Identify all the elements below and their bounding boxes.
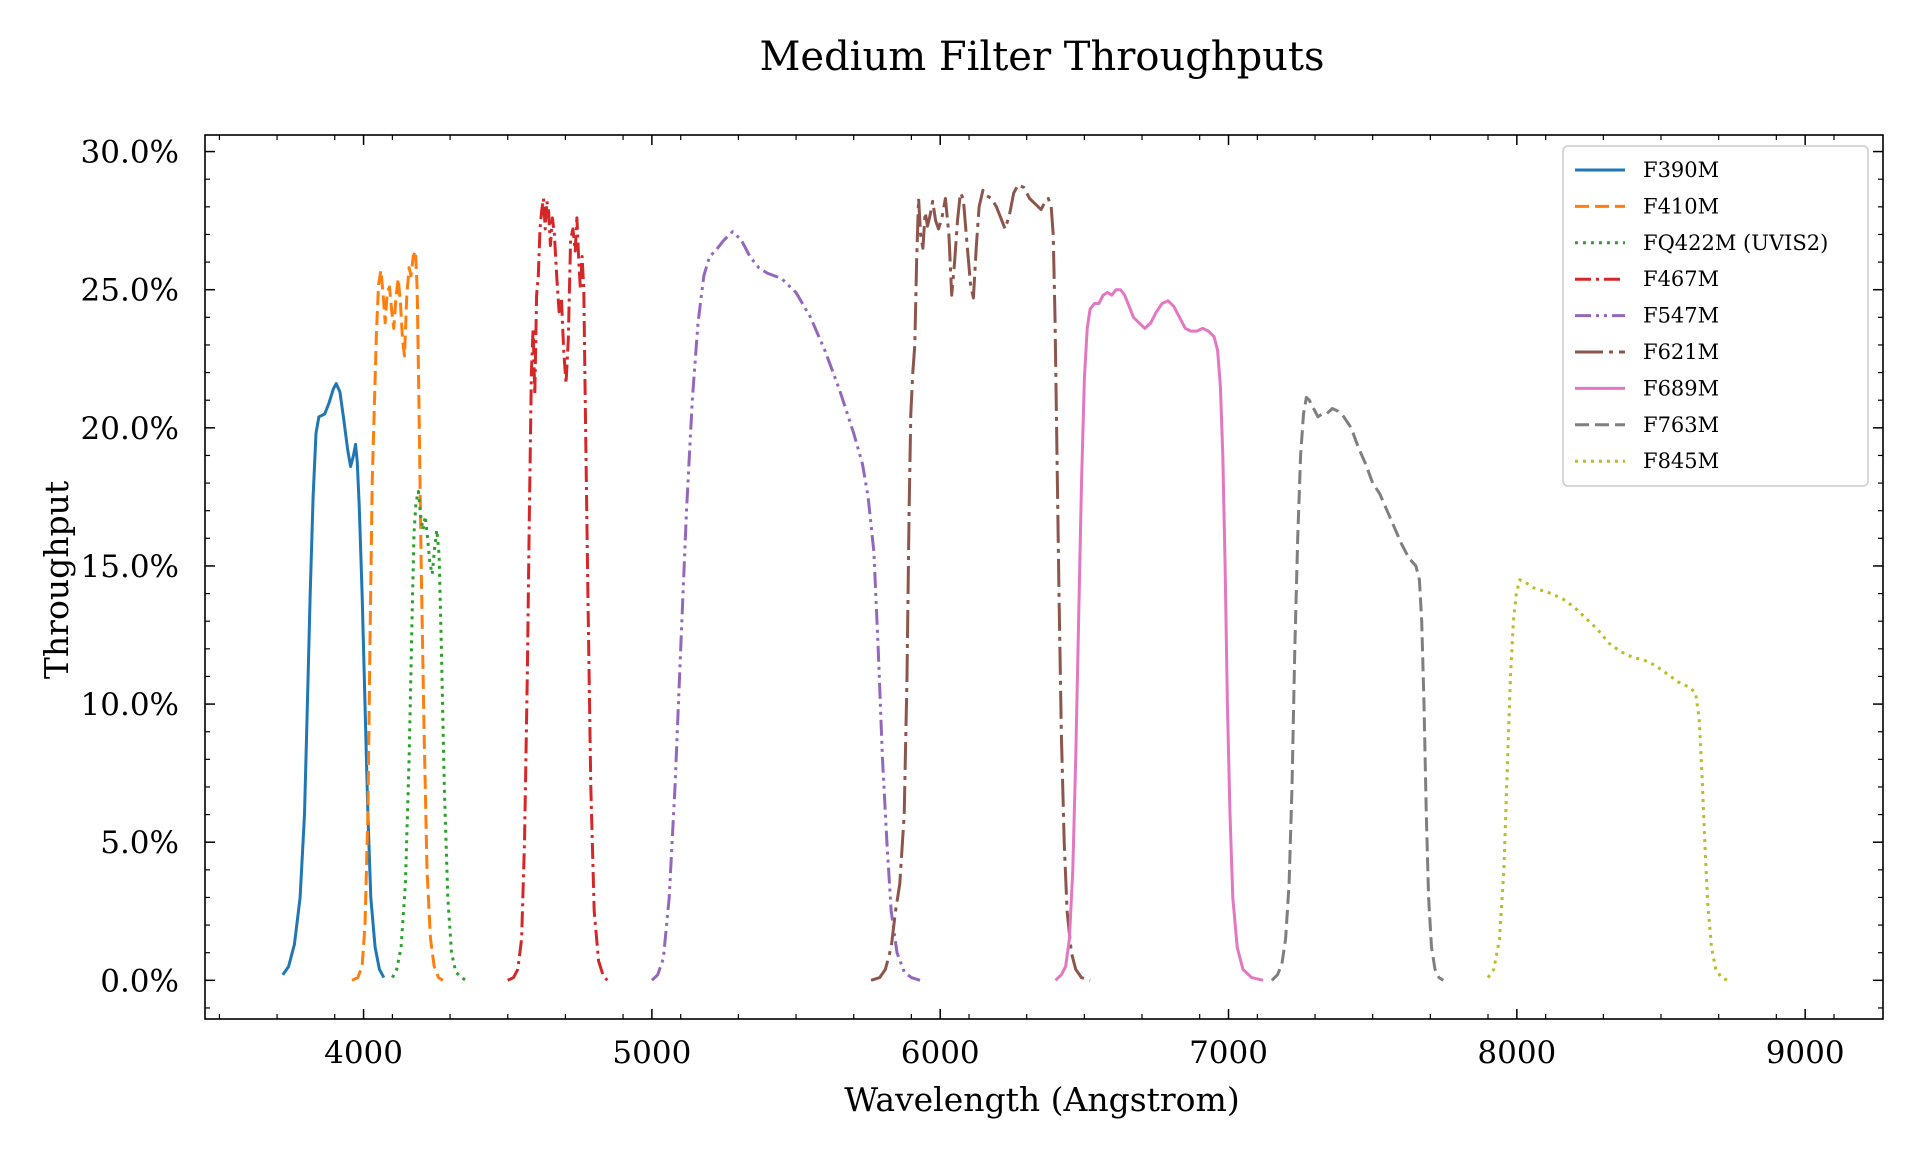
series-line-f689m	[1054, 288, 1264, 982]
legend-label: F621M	[1643, 340, 1719, 364]
y-tick-label: 5.0%	[100, 825, 179, 861]
legend: F390M F410M FQ422M (UVIS2) F467M F547M F621M F…	[1562, 145, 1869, 487]
legend-label: F410M	[1643, 194, 1719, 218]
y-tick-label: 10.0%	[81, 687, 179, 723]
legend-label: F390M	[1643, 158, 1719, 182]
series-line-f390m	[281, 382, 386, 979]
legend-label: F689M	[1643, 376, 1719, 400]
ticks: 4000 5000 6000 7000 8000 9000 0.0% 5.0% 10.0% 15.…	[81, 135, 1883, 1071]
series-line-f621m	[870, 183, 1091, 982]
plot-frame	[204, 134, 1884, 1020]
y-tick-label: 30.0%	[81, 135, 179, 171]
x-tick-label: 9000	[1766, 1035, 1845, 1071]
series-line-f467m	[507, 197, 609, 982]
y-tick-label: 25.0%	[81, 273, 179, 309]
x-axis-label: Wavelength (Angstrom)	[844, 1080, 1239, 1119]
x-tick-label: 5000	[612, 1035, 691, 1071]
x-tick-label: 4000	[324, 1035, 403, 1071]
series-line-f845m	[1486, 578, 1728, 982]
x-tick-label: 6000	[901, 1035, 980, 1071]
y-tick-label: 20.0%	[81, 411, 179, 447]
legend-label: FQ422M (UVIS2)	[1643, 231, 1828, 255]
x-tick-label: 8000	[1477, 1035, 1556, 1071]
series-group	[281, 183, 1728, 982]
series-line-f410m	[351, 249, 444, 982]
legend-label: F845M	[1643, 449, 1719, 473]
y-axis-label: Throughput	[37, 481, 76, 679]
legend-label: F547M	[1643, 304, 1719, 328]
y-tick-label: 0.0%	[100, 963, 179, 999]
legend-label: F763M	[1643, 413, 1719, 437]
x-tick-label: 7000	[1189, 1035, 1268, 1071]
series-line-f763m	[1270, 395, 1445, 982]
legend-label: F467M	[1643, 267, 1719, 291]
chart-title: Medium Filter Throughputs	[759, 34, 1324, 80]
y-tick-label: 15.0%	[81, 549, 179, 585]
legend-box	[1562, 145, 1869, 487]
series-line-f547m	[650, 230, 921, 982]
